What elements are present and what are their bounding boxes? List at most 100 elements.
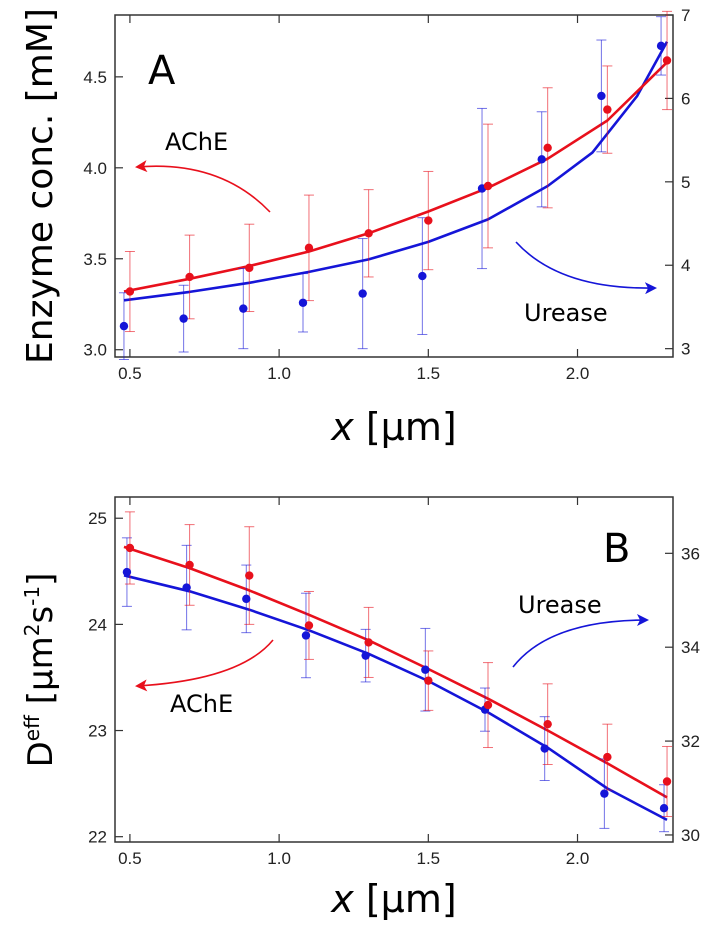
panel-b-letter: B	[603, 526, 630, 572]
panel-a-urease-point	[537, 155, 546, 164]
panel-b-ache-point	[364, 638, 373, 647]
panel-a-frame	[114, 14, 674, 358]
panel-a-ache-point	[185, 272, 194, 282]
panel-b-ache-point	[185, 560, 194, 570]
panel-a-y-tick-label-left: 4.5	[83, 68, 107, 87]
panel-b-urease-point	[421, 665, 430, 674]
panel-a-y-tick-label-left: 3.5	[83, 250, 107, 269]
panel-b-y-axis-unit-sup-a: 2	[20, 624, 44, 637]
panel-b-ache-fit-line	[123, 545, 668, 799]
panel-b-urease-point	[540, 744, 549, 753]
panel-a-ache-arrow	[135, 160, 271, 213]
panel-a-x-tick-label: 1.0	[267, 364, 291, 383]
panel-b-ache-point	[245, 571, 254, 580]
panel-a-ache-point	[662, 56, 672, 65]
panel-b-y-axis-unit-b: s	[21, 606, 61, 624]
panel-b-ache-point	[424, 676, 433, 685]
panel-b-urease-point	[242, 594, 251, 604]
panel-b-ache-arrow	[135, 639, 274, 692]
panel-a-series	[118, 10, 673, 361]
panel-b-series	[121, 511, 673, 833]
panel-a-urease-point	[298, 298, 308, 307]
panel-b-urease-point	[659, 804, 669, 813]
panel-b-y-tick-label-left: 22	[88, 828, 107, 847]
panel-b-y-axis-unit-a: [μm	[21, 636, 61, 715]
panel-a-urease-point	[239, 304, 248, 313]
panel-b-x-tick-label: 0.5	[118, 849, 142, 868]
panel-a-ache-label: AChE	[165, 128, 228, 156]
panel-b-urease-point	[122, 567, 132, 577]
panel-b-ticks: 0.5 1.0 1.5 2.0 22 23 24 25 30 32 34 36	[88, 497, 700, 868]
panel-b-x-tick-label: 2.0	[566, 849, 590, 868]
panel-a-urease-point	[597, 91, 606, 101]
panel-b-y-tick-label-left: 25	[88, 509, 107, 528]
panel-b-y-tick-label-right: 34	[681, 638, 700, 657]
panel-a-urease-label: Urease	[524, 299, 608, 327]
panel-b-y-axis-sup: eff	[20, 714, 44, 741]
panel-a-y-tick-label-right: 5	[681, 173, 690, 192]
panel-b-ache-point	[662, 777, 672, 786]
panel-b-y-axis-unit-c: ]	[21, 573, 61, 586]
panel-a-ache-point	[603, 105, 612, 114]
panel-b-urease-point	[301, 631, 311, 640]
panel-b-y-tick-label-left: 23	[88, 722, 107, 741]
panel-b-x-axis-title: x [μm]	[330, 877, 456, 921]
panel-a-urease-point	[179, 314, 188, 323]
panel-b-y-tick-label-right: 32	[681, 732, 700, 751]
panel-a-y-axis-title: Enzyme conc. [mM]	[20, 8, 61, 364]
panel-b-frame	[114, 496, 674, 843]
panel-b-y-tick-label-right: 30	[681, 826, 700, 845]
panel-b-ache-point	[483, 700, 493, 710]
panel-a-urease-point	[418, 271, 427, 281]
panel-a-ache-fit-line	[123, 61, 668, 293]
panel-a-ache-point	[543, 143, 552, 152]
panel-b: 0.5 1.0 1.5 2.0 22 23 24 25 30 32 34 36 B Deff [μm2…	[20, 496, 700, 921]
panel-b-ache-point	[125, 543, 135, 553]
panel-a-y-tick-label-left: 3.0	[83, 341, 107, 360]
panel-a-ticks: 0.5 1.0 1.5 2.0 3.0 3.5 4.0 4.5 3 4 5 6 7	[83, 6, 690, 383]
panel-b-x-tick-label: 1.0	[267, 849, 291, 868]
panel-a-y-tick-label-right: 6	[681, 89, 690, 108]
panel-a-x-axis-title: x [μm]	[330, 405, 456, 449]
panel-a-ache-point	[424, 216, 433, 225]
panel-b-ache-label: AChE	[170, 690, 233, 718]
panel-a-urease-point	[358, 289, 367, 298]
panel-a-y-tick-label-right: 3	[681, 340, 690, 359]
panel-a-y-tick-label-left: 4.0	[83, 159, 107, 178]
panel-b-y-axis-symbol: D	[21, 741, 61, 767]
panel-b-y-tick-label-right: 36	[681, 544, 700, 563]
panel-a-ache-point	[483, 181, 493, 191]
panel-a-y-tick-label-right: 4	[681, 256, 690, 275]
panel-b-y-axis-unit-sup-b: -1	[20, 586, 44, 606]
panel-b-ache-point	[543, 719, 552, 729]
panel-a-x-axis-unit: [μm]	[354, 405, 457, 449]
panel-a-urease-fit-line	[123, 41, 669, 302]
panel-a-x-tick-label: 2.0	[566, 364, 590, 383]
panel-a-y-tick-label-right: 7	[681, 6, 690, 25]
panel-a-ache-point	[245, 263, 254, 273]
panel-b-urease-fit-line	[123, 574, 668, 822]
panel-a-ache-point	[125, 287, 135, 296]
panel-a-letter: A	[148, 48, 176, 94]
panel-b-x-axis-unit: [μm]	[354, 877, 457, 921]
panel-b-ache-point	[304, 621, 314, 630]
panel-a: 0.5 1.0 1.5 2.0 3.0 3.5 4.0 4.5 3 4 5 6 7 A Enzyme c…	[20, 6, 690, 449]
panel-a-urease-point	[119, 321, 129, 331]
panel-a-ache-point	[364, 229, 373, 238]
panel-a-x-tick-label: 0.5	[118, 364, 142, 383]
panel-a-ache-point	[304, 243, 314, 253]
panel-b-x-tick-label: 1.5	[416, 849, 440, 868]
panel-a-x-tick-label: 1.5	[416, 364, 440, 383]
panel-a-urease-point	[656, 41, 666, 51]
panel-b-urease-arrow	[512, 614, 649, 668]
panel-b-y-axis-title: Deff [μm2s-1]	[20, 573, 61, 768]
panel-a-urease-arrow	[515, 241, 657, 295]
panel-b-urease-point	[182, 583, 191, 592]
panel-b-urease-label: Urease	[518, 591, 602, 619]
panel-b-urease-point	[361, 651, 370, 660]
panel-b-urease-point	[600, 789, 609, 798]
panel-b-ache-point	[603, 752, 612, 762]
panel-b-x-axis-var: x	[330, 877, 354, 921]
panel-b-y-tick-label-left: 24	[88, 615, 107, 634]
